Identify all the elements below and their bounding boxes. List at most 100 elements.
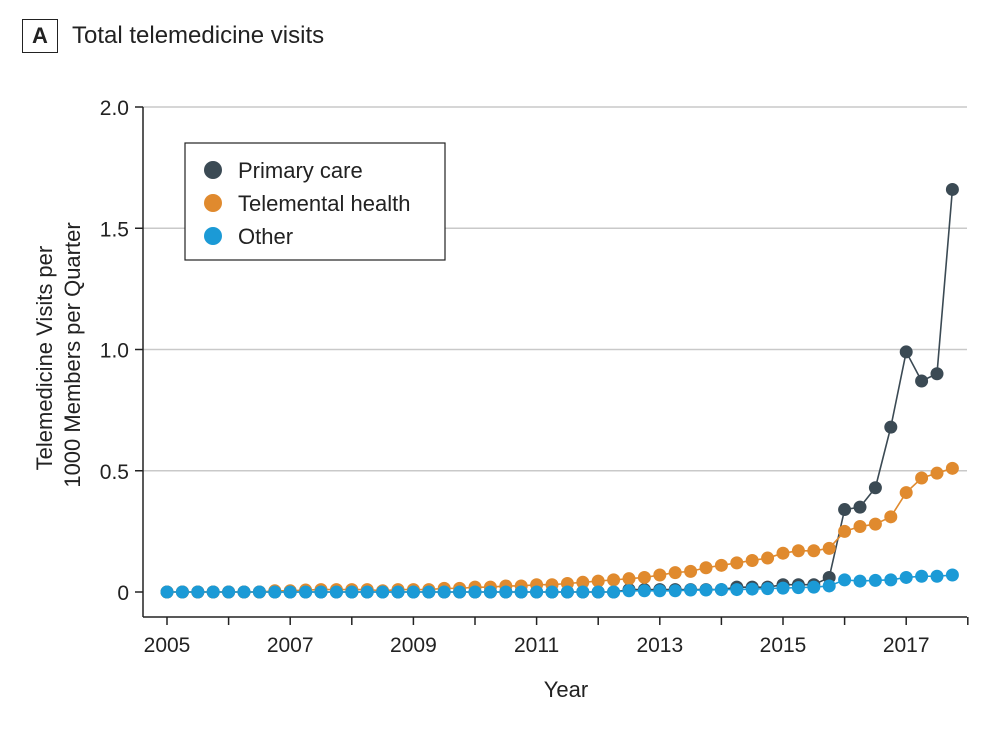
data-point bbox=[945, 182, 959, 196]
y-axis-label-line-1: Telemedicine Visits per bbox=[32, 246, 57, 471]
panel-header: A Total telemedicine visits bbox=[22, 18, 324, 54]
data-point bbox=[560, 585, 574, 599]
data-point bbox=[206, 585, 220, 599]
data-point bbox=[776, 581, 790, 595]
y-tick-label: 1.5 bbox=[100, 218, 129, 241]
data-point bbox=[730, 583, 744, 597]
data-point bbox=[868, 481, 882, 495]
data-point bbox=[791, 581, 805, 595]
data-point bbox=[791, 544, 805, 558]
data-point bbox=[868, 517, 882, 531]
series-line bbox=[167, 467, 953, 593]
data-point bbox=[730, 556, 744, 570]
data-point bbox=[714, 583, 728, 597]
data-point bbox=[252, 585, 266, 599]
data-point bbox=[761, 582, 775, 596]
data-point bbox=[776, 546, 790, 560]
legend-box bbox=[184, 142, 446, 261]
data-point bbox=[807, 580, 821, 594]
data-point bbox=[422, 585, 436, 599]
y-tick-label: 0.5 bbox=[100, 461, 129, 484]
data-point bbox=[376, 585, 390, 599]
data-point bbox=[360, 585, 374, 599]
data-point bbox=[699, 561, 713, 575]
y-tick-label: 1.0 bbox=[100, 340, 129, 363]
data-point bbox=[915, 374, 929, 388]
data-point bbox=[453, 585, 467, 599]
legend-marker bbox=[204, 194, 222, 212]
data-point bbox=[884, 573, 898, 587]
data-point bbox=[822, 579, 836, 593]
data-point bbox=[668, 584, 682, 598]
data-point bbox=[237, 585, 251, 599]
data-point bbox=[591, 574, 605, 588]
data-point bbox=[576, 575, 590, 589]
data-point bbox=[160, 585, 174, 599]
data-point bbox=[191, 585, 205, 599]
data-point bbox=[222, 585, 236, 599]
data-point bbox=[406, 585, 420, 599]
data-point bbox=[930, 367, 944, 381]
data-point bbox=[853, 574, 867, 588]
x-tick-label: 2011 bbox=[514, 634, 559, 657]
data-point bbox=[545, 585, 559, 599]
y-tick-label: 0 bbox=[117, 582, 129, 605]
data-point bbox=[576, 585, 590, 599]
data-point bbox=[899, 570, 913, 584]
data-point bbox=[930, 569, 944, 583]
legend-marker bbox=[204, 227, 222, 245]
data-point bbox=[745, 582, 759, 596]
data-point bbox=[699, 583, 713, 597]
data-point bbox=[483, 585, 497, 599]
data-point bbox=[714, 558, 728, 572]
data-point bbox=[268, 585, 282, 599]
legend-label: Telemental health bbox=[238, 191, 410, 216]
data-point bbox=[299, 585, 313, 599]
data-point bbox=[345, 585, 359, 599]
data-point bbox=[838, 503, 852, 517]
data-point bbox=[514, 585, 528, 599]
data-point bbox=[853, 520, 867, 534]
data-point bbox=[175, 585, 189, 599]
data-point bbox=[653, 568, 667, 582]
data-point bbox=[745, 553, 759, 567]
series-other bbox=[160, 568, 959, 599]
data-point bbox=[899, 486, 913, 500]
data-point bbox=[838, 524, 852, 538]
data-point bbox=[391, 585, 405, 599]
data-point bbox=[591, 585, 605, 599]
data-point bbox=[637, 570, 651, 584]
legend: Primary care Telemental health Other bbox=[184, 142, 446, 261]
data-point bbox=[884, 420, 898, 434]
data-point bbox=[437, 585, 451, 599]
axis-ticks: 0 0.5 1.0 1.5 2.0 2005 2007 2009 2011 2013 2015 201… bbox=[100, 97, 969, 657]
legend-label: Primary care bbox=[238, 158, 363, 183]
data-point bbox=[915, 569, 929, 583]
x-tick-label: 2017 bbox=[883, 634, 930, 657]
x-tick-label: 2015 bbox=[760, 634, 807, 657]
data-point bbox=[684, 564, 698, 578]
series-layer bbox=[160, 182, 959, 599]
data-point bbox=[915, 471, 929, 485]
data-point bbox=[637, 584, 651, 598]
x-axis-label: Year bbox=[544, 677, 588, 702]
data-point bbox=[622, 584, 636, 598]
x-tick-label: 2009 bbox=[390, 634, 437, 657]
data-point bbox=[329, 585, 343, 599]
data-point bbox=[668, 566, 682, 580]
x-tick-label: 2007 bbox=[267, 634, 314, 657]
data-point bbox=[807, 544, 821, 558]
data-point bbox=[622, 572, 636, 586]
x-tick-label: 2013 bbox=[636, 634, 683, 657]
data-point bbox=[853, 500, 867, 514]
chart-title: Total telemedicine visits bbox=[72, 22, 325, 49]
axes bbox=[142, 107, 967, 618]
data-point bbox=[468, 585, 482, 599]
data-point bbox=[761, 551, 775, 565]
data-point bbox=[899, 345, 913, 359]
data-point bbox=[607, 573, 621, 587]
y-axis-label: Telemedicine Visits per 1000 Members per… bbox=[32, 222, 85, 487]
legend-label: Other bbox=[238, 224, 293, 249]
x-tick-label: 2005 bbox=[144, 634, 191, 657]
data-point bbox=[884, 510, 898, 524]
